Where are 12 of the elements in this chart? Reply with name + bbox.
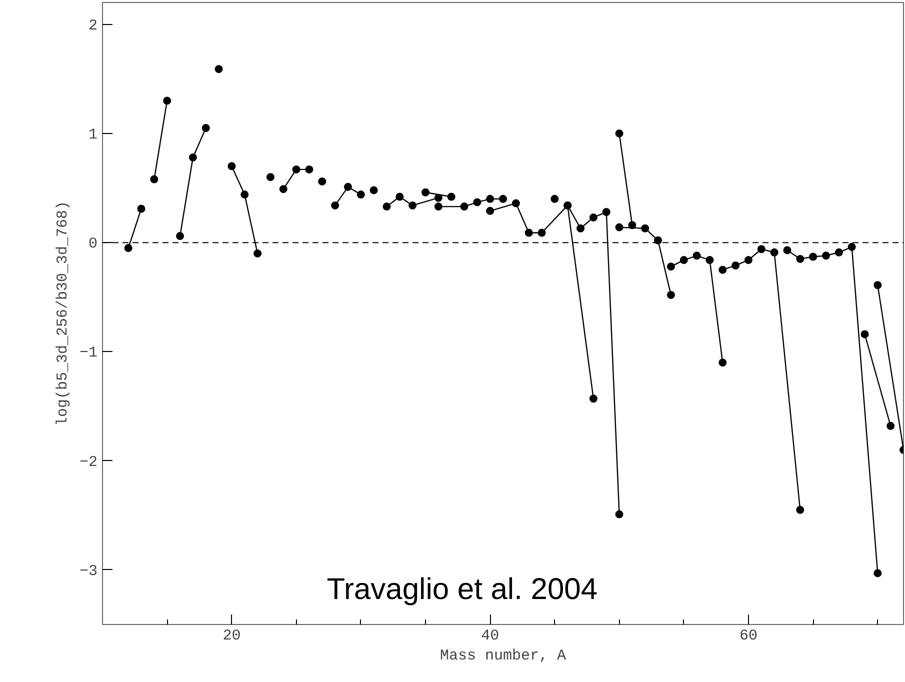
y-tick-label: 1 [88,126,98,144]
y-tick-label: 0 [88,236,98,253]
y-tick-label: −3 [79,562,98,580]
x-tick-label: 20 [222,628,241,644]
y-tick-label: −2 [79,454,98,471]
x-tick-label: 40 [481,628,500,644]
y-axis-title: log(b5_3d_256/b30_3d_768) [54,200,72,426]
y-tick-label: 2 [88,17,98,34]
x-tick-label: 60 [739,628,758,644]
annotation: Travaglio et al. 2004 [326,572,598,606]
x-axis-title: Mass number, A [440,648,566,664]
y-tick-label: −1 [79,344,98,362]
